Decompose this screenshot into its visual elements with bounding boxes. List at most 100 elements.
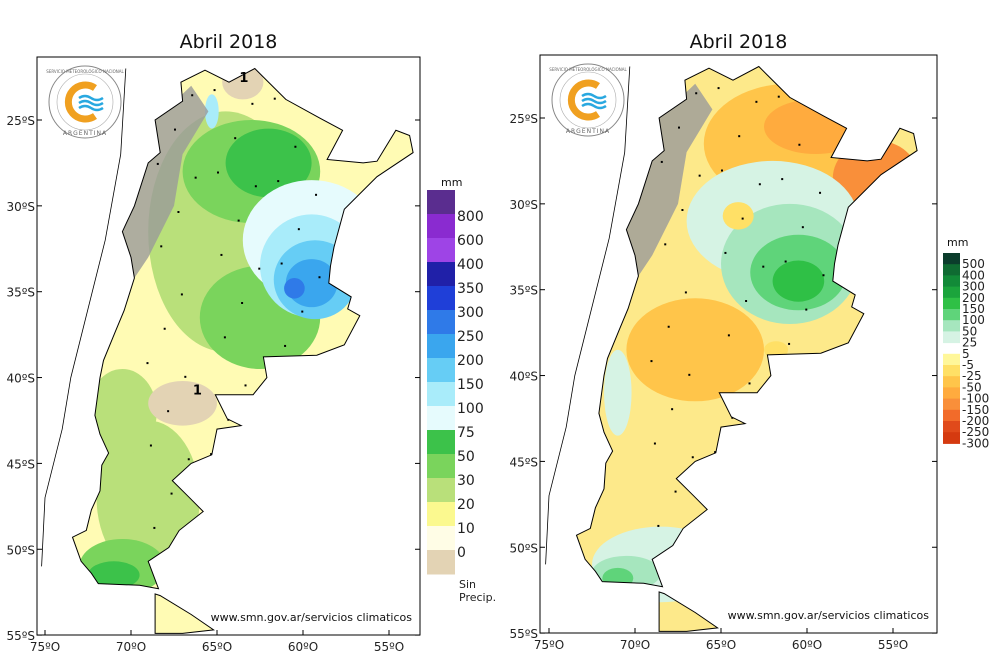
station-dot: [163, 327, 166, 330]
argentina-border: [71, 67, 414, 590]
station-dot: [781, 178, 784, 181]
logo-text-bottom: ARGENTINA: [566, 128, 610, 135]
legend-swatch: [943, 297, 960, 310]
station-dot: [297, 228, 300, 231]
logo-wave-icon: [581, 102, 607, 110]
station-dot: [777, 95, 780, 98]
legend-label: 400: [962, 268, 985, 282]
value-area: [96, 420, 200, 576]
legend-swatch: [943, 387, 960, 400]
legend-swatch: [943, 331, 960, 344]
logo-text-bottom: ARGENTINA: [63, 130, 107, 137]
logo-wave-icon: [581, 92, 607, 100]
station-dot: [251, 102, 254, 105]
station-dot: [738, 135, 741, 138]
contour-label: 1: [193, 384, 202, 399]
value-area: [225, 128, 312, 198]
station-dot: [684, 291, 687, 294]
lat-tick-label: 45ºS: [509, 455, 538, 469]
value-area: [604, 349, 632, 436]
station-dot: [234, 137, 237, 140]
lat-tick-label: 50ºS: [6, 543, 35, 557]
station-dot: [223, 336, 226, 339]
value-area: [284, 277, 305, 299]
legend-label: 75: [457, 425, 475, 441]
value-area: [722, 202, 754, 230]
value-area: [772, 260, 825, 302]
legend-label: 0: [457, 545, 466, 561]
station-dot: [160, 245, 163, 248]
andes-no-data-area: [122, 85, 209, 278]
lon-tick-label: 65ºO: [706, 638, 736, 652]
station-dot: [758, 183, 761, 186]
station-dot: [280, 262, 283, 265]
station-dot: [213, 89, 216, 92]
legend-swatch: [427, 430, 455, 455]
logo-wave-icon: [78, 104, 104, 112]
legend-label: 150: [962, 302, 985, 316]
station-dot: [762, 265, 765, 268]
logo-text-top: SERVICIO METEOROLÓGICO NACIONAL: [549, 67, 627, 72]
lon-tick-label: 75ºO: [30, 640, 60, 654]
station-dot: [745, 300, 748, 303]
legend-label: -25: [962, 369, 982, 383]
legend-swatch: [943, 320, 960, 332]
station-dot: [301, 310, 304, 313]
tierra-del-fuego-shape: [155, 593, 214, 634]
legend-swatch: [427, 502, 455, 527]
station-dot: [277, 180, 280, 183]
lat-tick-label: 30ºS: [6, 200, 35, 214]
map-panel-1: Abril 201825ºS30ºS35ºS40ºS45ºS50ºS55ºS75…: [6, 31, 496, 654]
station-dot: [721, 169, 723, 172]
station-dot: [674, 490, 677, 493]
station-dot: [220, 253, 223, 256]
tierra-del-fuego-border: [658, 591, 719, 632]
station-dot: [237, 219, 240, 222]
legend-label: 600: [457, 233, 484, 249]
station-dot: [691, 456, 694, 459]
station-dot: [254, 185, 257, 188]
legend-swatch: [427, 262, 455, 287]
legend-swatch: [427, 190, 455, 215]
legend-label: -250: [962, 425, 989, 439]
color-legend: mm 50040030020015010050255-5-25-50-100-15…: [943, 236, 989, 450]
station-dot: [698, 174, 701, 177]
legend-swatch: [943, 264, 960, 276]
legend-swatch: [943, 432, 960, 444]
legend-swatch: [427, 478, 455, 503]
legend-swatch: [427, 214, 455, 239]
station-dot: [241, 302, 244, 305]
source-url: www.smn.gov.ar/servicios climaticos: [728, 609, 930, 622]
legend-swatch: [427, 286, 455, 311]
lon-tick-label: 75ºO: [534, 638, 564, 652]
station-dot: [657, 524, 660, 527]
legend-label: 150: [457, 377, 484, 393]
lat-tick-label: 50ºS: [509, 541, 538, 555]
legend-swatch: [427, 358, 455, 383]
station-dot: [194, 176, 197, 179]
station-dot: [801, 226, 804, 229]
tierra-del-fuego-border: [154, 593, 215, 634]
logo-wave-icon: [581, 97, 607, 105]
legend-label: -300: [962, 436, 989, 450]
station-dot: [273, 97, 276, 100]
legend-swatch: [943, 309, 960, 321]
legend-label: 350: [457, 281, 484, 297]
lat-tick-label: 45ºS: [6, 457, 35, 471]
argentina-border: [575, 65, 918, 588]
legend-label: -50: [962, 380, 982, 394]
map-title: Abril 2018: [690, 31, 788, 53]
station-dot: [180, 293, 183, 296]
legend-swatch: [943, 398, 960, 411]
logo-text-top: SERVICIO METEOROLÓGICO NACIONAL: [46, 69, 124, 74]
legend-swatch: [427, 550, 455, 575]
station-dot: [717, 87, 720, 90]
station-dot: [149, 444, 152, 447]
value-area: [148, 380, 218, 426]
logo-wave-icon: [78, 99, 104, 107]
legend-label: -150: [962, 403, 989, 417]
station-dot: [727, 334, 730, 337]
legend-swatch: [427, 334, 455, 359]
logo-sun-icon: [567, 79, 600, 121]
station-dot: [667, 325, 670, 328]
